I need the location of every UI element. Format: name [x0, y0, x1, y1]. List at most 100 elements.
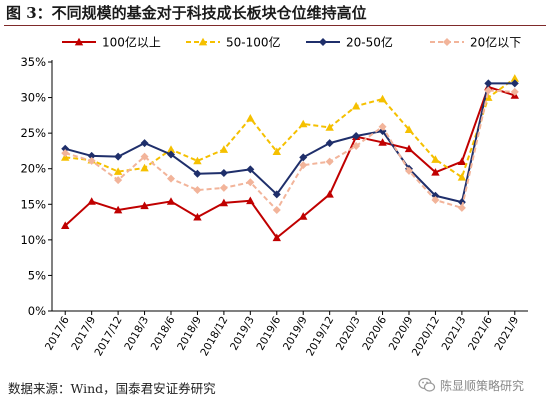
data-point — [431, 168, 440, 176]
data-point — [193, 156, 202, 165]
y-tick-label: 25% — [20, 126, 46, 140]
series-line — [65, 77, 516, 179]
data-point — [272, 190, 281, 199]
data-point — [431, 155, 440, 163]
x-tick-label: 2020/9 — [387, 315, 416, 353]
y-tick-label: 5% — [28, 268, 46, 282]
series-4 — [61, 86, 519, 214]
x-tick-label: 2018/6 — [149, 314, 178, 352]
data-point — [484, 79, 493, 88]
series-layer — [61, 74, 519, 242]
series-line — [64, 82, 515, 204]
watermark-text: 陈显顺策略研究 — [440, 378, 525, 393]
data-point — [140, 163, 149, 172]
data-point — [352, 131, 361, 140]
x-tick-label: 2020/6 — [360, 314, 389, 352]
watermark: 陈显顺策略研究 — [418, 374, 524, 396]
wechat-icon — [418, 377, 436, 392]
data-point — [140, 152, 149, 161]
series-line — [64, 85, 516, 239]
data-point — [272, 147, 281, 155]
data-point — [272, 205, 281, 214]
data-point — [114, 176, 123, 185]
data-point — [246, 114, 255, 122]
data-point — [193, 186, 202, 195]
x-tick-label: 2019/9 — [281, 315, 310, 353]
data-point — [299, 161, 308, 170]
data-point — [114, 152, 123, 161]
y-tick-label: 15% — [20, 197, 46, 211]
data-point — [457, 157, 467, 165]
chart-legend: 100亿以上 50-100亿 20-50亿 20亿以下 — [62, 35, 521, 50]
data-point — [87, 151, 96, 160]
legend-label: 100亿以上 — [102, 35, 161, 50]
x-tick-label: 2017/6 — [43, 314, 72, 352]
data-point — [87, 197, 96, 205]
data-point — [404, 125, 414, 133]
data-point — [510, 87, 519, 96]
title-divider — [4, 25, 546, 26]
data-point — [484, 93, 493, 101]
legend-marker — [198, 37, 208, 46]
data-point — [405, 166, 413, 175]
x-axis: 2017/62017/92017/122018/32018/62018/9201… — [43, 310, 528, 358]
data-point — [325, 157, 334, 166]
data-point — [378, 122, 387, 131]
data-point — [113, 205, 123, 214]
data-point — [61, 221, 70, 229]
y-tick-label: 30% — [20, 91, 46, 105]
data-point — [325, 123, 334, 131]
data-point — [404, 144, 414, 153]
data-point — [352, 141, 361, 150]
legend-marker — [319, 38, 327, 46]
y-tick-label: 35% — [20, 55, 46, 69]
x-tick-label: 2020/3 — [334, 315, 363, 353]
legend-marker — [74, 37, 84, 46]
data-point — [457, 198, 466, 207]
data-point — [219, 168, 228, 177]
x-tick-label: 2018/3 — [122, 315, 151, 353]
series-line — [64, 89, 515, 211]
series-1 — [61, 82, 519, 242]
series-3 — [61, 79, 519, 207]
series-2 — [61, 74, 519, 181]
legend-item: 20-50亿 — [306, 35, 393, 50]
data-point — [219, 183, 228, 192]
legend-marker — [443, 38, 451, 46]
legend-item: 20亿以下 — [430, 35, 521, 50]
data-point — [484, 86, 493, 95]
data-point — [457, 173, 467, 181]
data-point — [113, 167, 123, 175]
data-point — [61, 144, 70, 153]
data-point — [299, 153, 308, 162]
data-point — [166, 197, 176, 205]
y-axis: 0% 5% 10% 15% 20% 25% 30% 35% — [20, 55, 53, 318]
legend-item: 50-100亿 — [186, 35, 281, 50]
data-point — [510, 79, 519, 88]
figure-title: 图 3：不同规模的基金对于科技成长板块仓位维持高位 — [6, 4, 367, 22]
data-point — [219, 198, 229, 207]
data-point — [510, 74, 519, 82]
data-point — [246, 178, 255, 187]
x-tick-label: 2017/9 — [69, 315, 98, 353]
data-point — [193, 212, 202, 221]
x-tick-label: 2018/9 — [175, 315, 204, 353]
x-tick-label: 2019/3 — [228, 315, 257, 353]
y-tick-label: 10% — [20, 233, 46, 247]
legend-label: 20-50亿 — [346, 35, 393, 50]
legend-label: 50-100亿 — [226, 35, 281, 50]
x-tick-label: 2021/6 — [466, 314, 495, 352]
legend-label: 20亿以下 — [470, 35, 521, 50]
data-point — [166, 145, 176, 153]
data-point — [61, 149, 70, 158]
data-point — [193, 169, 202, 178]
data-point — [140, 201, 149, 210]
data-point — [325, 190, 334, 198]
data-point — [299, 119, 308, 128]
data-point — [351, 101, 361, 110]
source-note: 数据来源：Wind，国泰君安证券研究 — [8, 381, 216, 396]
x-tick-label: 2021/3 — [440, 315, 469, 353]
legend-item: 100亿以上 — [62, 35, 161, 50]
data-point — [246, 165, 255, 174]
data-point — [219, 145, 229, 153]
